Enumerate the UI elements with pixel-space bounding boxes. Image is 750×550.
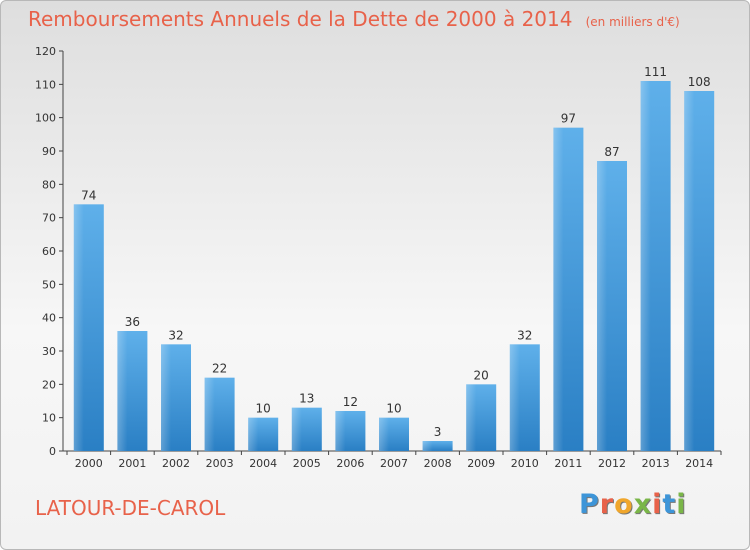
bars: 74 36 32 22 10 13 12 10 3 20 32 97 87 111 108 [73, 65, 715, 452]
bar-highlight [597, 161, 607, 451]
bar-value-label: 87 [604, 145, 619, 159]
x-tick-label: 2008 [424, 457, 452, 470]
bar-value-label: 10 [256, 402, 271, 416]
title-line: Remboursements Annuels de la Dette de 20… [28, 7, 680, 31]
y-tick-label: 120 [35, 45, 56, 58]
x-tick-label: 2004 [249, 457, 277, 470]
x-tick-label: 2009 [467, 457, 495, 470]
y-tick-label: 110 [35, 78, 56, 91]
x-tick-label: 2014 [685, 457, 713, 470]
chart-title: Remboursements Annuels de la Dette de 20… [28, 7, 573, 31]
x-tick-label: 2011 [554, 457, 582, 470]
bar-highlight [248, 417, 259, 451]
bar-highlight [509, 344, 520, 451]
bar-highlight [117, 331, 128, 451]
bar-value-label: 36 [125, 315, 140, 329]
x-tick-label: 2006 [336, 457, 364, 470]
x-tick-label: 2002 [162, 457, 190, 470]
y-tick-label: 70 [42, 212, 56, 225]
bar-value-label: 108 [688, 75, 711, 89]
x-tick-label: 2013 [642, 457, 670, 470]
logo-letter: r [599, 489, 615, 520]
y-tick-label: 30 [42, 345, 56, 358]
logo-letter: i [652, 489, 663, 520]
logo-letter: i [676, 489, 687, 520]
bar-highlight [553, 127, 564, 452]
bar-highlight [291, 407, 302, 451]
x-tick-label: 2000 [75, 457, 103, 470]
bar-value-label: 97 [561, 112, 576, 126]
y-tick-label: 50 [42, 278, 56, 291]
x-tick-label: 2012 [598, 457, 626, 470]
logo-letter: x [633, 489, 653, 520]
logo-letter: t [662, 489, 677, 520]
bar-value-label: 74 [81, 188, 96, 202]
y-tick-label: 20 [42, 378, 56, 391]
y-tick-label: 90 [42, 145, 56, 158]
y-tick-label: 60 [42, 245, 56, 258]
x-tick-label: 2001 [118, 457, 146, 470]
bar-value-label: 13 [299, 392, 314, 406]
y-tick-label: 100 [35, 112, 56, 125]
y-tick-label: 10 [42, 412, 56, 425]
logo-letter: o [614, 489, 634, 520]
bar-value-label: 10 [386, 402, 401, 416]
x-tick-label: 2005 [293, 457, 321, 470]
logo-letter: P [579, 489, 600, 520]
bar-highlight [204, 377, 215, 451]
bar-value-label: 20 [474, 368, 489, 382]
x-tick-label: 2003 [206, 457, 234, 470]
bar-highlight [422, 441, 433, 451]
bar-highlight [640, 81, 651, 451]
x-tick-label: 2007 [380, 457, 408, 470]
bar-value-label: 111 [644, 65, 667, 79]
bar-value-label: 22 [212, 362, 227, 376]
bar-highlight [466, 384, 477, 451]
y-tick-label: 40 [42, 312, 56, 325]
x-tick-label: 2010 [511, 457, 539, 470]
bar-highlight [379, 417, 389, 451]
bar-value-label: 3 [434, 425, 442, 439]
bar-highlight [684, 91, 695, 451]
bar-value-label: 12 [343, 395, 358, 409]
y-tick-label: 80 [42, 178, 56, 191]
bar-value-label: 32 [168, 328, 183, 342]
bar-highlight [335, 411, 346, 451]
axes: 0 10 20 30 40 50 60 70 80 90 100 110 120 2000 2001 2002… [35, 45, 722, 470]
proxiti-logo: Proxiti [579, 489, 687, 520]
bar-highlight [73, 204, 84, 451]
town-name: LATOUR-DE-CAROL [35, 496, 226, 520]
bar-value-label: 32 [517, 328, 532, 342]
y-tick-label: 0 [49, 445, 56, 458]
chart-subtitle: (en milliers d'€) [585, 15, 680, 29]
bar [422, 441, 453, 451]
bar-highlight [161, 344, 171, 451]
